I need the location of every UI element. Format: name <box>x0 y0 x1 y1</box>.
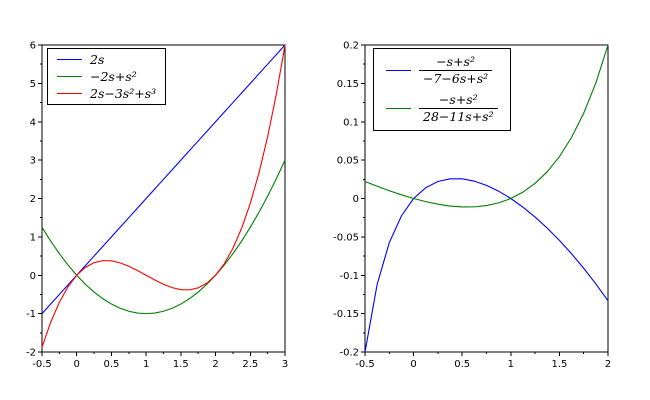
svg-text:0: 0 <box>353 194 359 205</box>
svg-text:-0.1: -0.1 <box>339 271 359 282</box>
svg-text:0: 0 <box>410 359 416 370</box>
legend-line-sample <box>386 70 411 72</box>
svg-text:0.5: 0.5 <box>454 359 470 370</box>
svg-text:1: 1 <box>143 359 149 370</box>
legend-label: −2s+s² <box>90 69 137 84</box>
svg-text:3: 3 <box>282 359 288 370</box>
svg-text:2.5: 2.5 <box>242 359 258 370</box>
svg-text:-0.5: -0.5 <box>355 359 375 370</box>
svg-text:0.2: 0.2 <box>343 41 359 52</box>
svg-text:3: 3 <box>30 156 36 167</box>
svg-text:-0.15: -0.15 <box>333 309 359 320</box>
svg-text:2: 2 <box>212 359 218 370</box>
svg-text:-0.05: -0.05 <box>333 232 359 243</box>
legend-fraction-label: −s+s² −7−6s+s² <box>419 54 493 88</box>
svg-text:5: 5 <box>30 79 36 90</box>
svg-text:2: 2 <box>30 194 36 205</box>
legend-label: 2s−3s²+s³ <box>90 86 157 101</box>
fraction-numerator: −s+s² <box>419 54 493 72</box>
svg-text:2: 2 <box>605 359 611 370</box>
svg-text:0: 0 <box>74 359 80 370</box>
legend-line-sample <box>57 76 82 77</box>
svg-text:1: 1 <box>508 359 514 370</box>
legend-entry: 2s−3s²+s³ <box>57 86 156 101</box>
svg-text:-1: -1 <box>26 309 36 320</box>
svg-text:0.5: 0.5 <box>103 359 119 370</box>
svg-text:0.1: 0.1 <box>343 117 359 128</box>
fraction-denominator: 28−11s+s² <box>423 108 494 124</box>
legend-entry: 2s <box>57 52 156 67</box>
svg-text:-0.2: -0.2 <box>339 348 359 359</box>
svg-text:0.15: 0.15 <box>337 79 359 90</box>
svg-text:1: 1 <box>30 232 36 243</box>
legend-line-sample <box>386 107 411 109</box>
svg-text:1.5: 1.5 <box>173 359 189 370</box>
fraction-numerator: −s+s² <box>419 92 498 109</box>
svg-text:6: 6 <box>30 41 36 52</box>
legend-line-sample <box>57 93 82 94</box>
legend-entry: −2s+s² <box>57 69 156 84</box>
svg-text:-2: -2 <box>26 348 36 359</box>
legend-fraction-label: −s+s² 28−11s+s² <box>419 92 498 126</box>
legend-entry: −s+s² −7−6s+s² <box>386 54 498 88</box>
right-plot-legend: −s+s² −7−6s+s² −s+s² 28−11s+s² <box>373 48 511 131</box>
svg-text:0.05: 0.05 <box>337 156 359 167</box>
legend-line-sample <box>57 59 82 60</box>
svg-text:1.5: 1.5 <box>551 359 567 370</box>
svg-text:4: 4 <box>30 117 36 128</box>
legend-label: 2s <box>90 52 105 67</box>
svg-text:0: 0 <box>30 271 36 282</box>
legend-entry: −s+s² 28−11s+s² <box>386 92 498 126</box>
svg-text:-0.5: -0.5 <box>32 359 52 370</box>
fraction-denominator: −7−6s+s² <box>423 71 489 87</box>
left-plot-legend: 2s −2s+s² 2s−3s²+s³ <box>47 48 167 105</box>
